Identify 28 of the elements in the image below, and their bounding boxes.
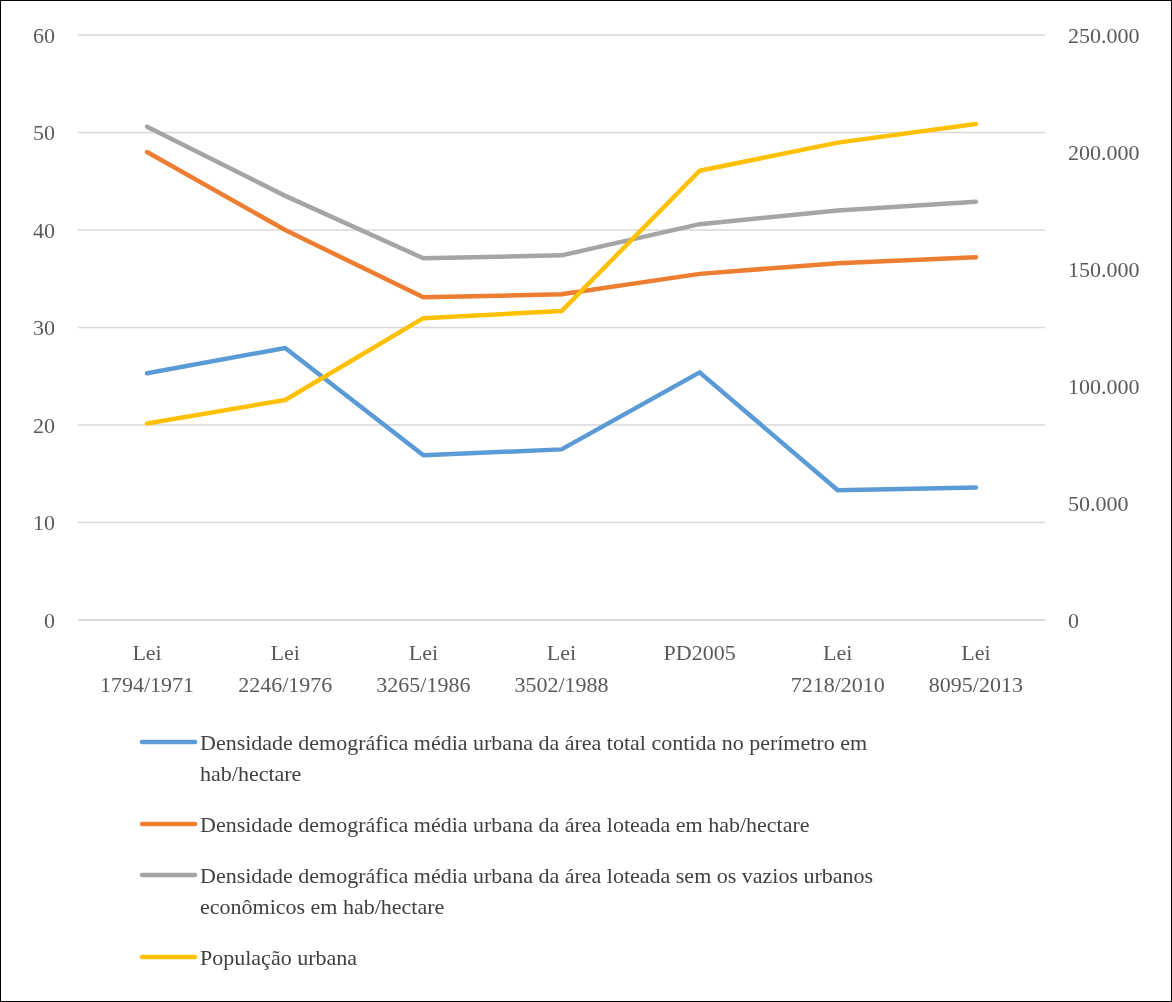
y2-tick-label: 250.000 (1068, 22, 1140, 48)
legend-label: População urbana (200, 944, 358, 970)
x-tick-label: Lei 3502/1988 (514, 640, 609, 697)
line-series (144, 345, 979, 493)
y2-tick-label: 50.000 (1068, 490, 1129, 516)
line-series (144, 121, 979, 426)
y-tick-label: 20 (33, 412, 55, 438)
y-tick-label: 60 (33, 22, 55, 48)
x-tick-label: PD2005 (663, 640, 736, 665)
x-tick-label: Lei 1794/1971 (100, 640, 195, 697)
y-tick-label: 10 (33, 510, 55, 536)
y2-tick-label: 0 (1068, 607, 1079, 633)
y-tick-label: 50 (33, 120, 55, 146)
y-tick-label: 30 (33, 315, 55, 341)
y-tick-label: 0 (44, 607, 55, 633)
x-tick-label: Lei 8095/2013 (928, 640, 1023, 697)
x-tick-label: Lei 7218/2010 (790, 640, 885, 697)
y2-tick-label: 150.000 (1068, 256, 1140, 282)
legend-label: Densidade demográfica média urbana da área loteada em hab/hectare (200, 811, 810, 837)
legend-label: Densidade demográfica média urbana da área loteada sem os vazios urbanos econômicos em hab/hectare (200, 862, 874, 919)
line-series (144, 149, 979, 300)
y2-tick-label: 100.000 (1068, 373, 1140, 399)
x-tick-label: Lei 3265/1986 (376, 640, 471, 697)
legend-label: Densidade demográfica média urbana da área total contida no perímetro em hab/hectare (200, 729, 868, 786)
x-tick-label: Lei 2246/1976 (238, 640, 333, 697)
y-tick-label: 40 (33, 217, 55, 243)
line-series (144, 124, 979, 261)
y2-tick-label: 200.000 (1068, 139, 1140, 165)
